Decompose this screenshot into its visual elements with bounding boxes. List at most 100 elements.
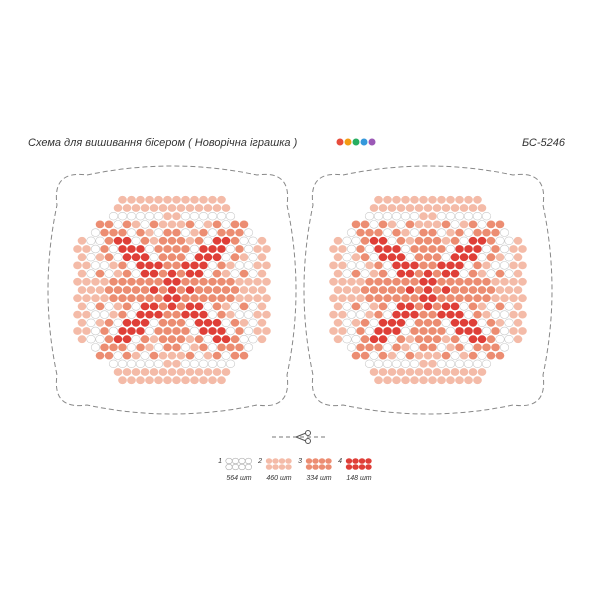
bead (387, 368, 397, 376)
bead (423, 335, 433, 344)
bead (243, 343, 254, 352)
bead (136, 261, 145, 270)
bead (212, 286, 222, 294)
bead (221, 220, 231, 229)
bead (208, 245, 217, 253)
bead (414, 286, 424, 294)
logo-dot (352, 138, 360, 146)
legend-bead (312, 458, 319, 464)
bead (351, 220, 361, 229)
bead (108, 326, 119, 336)
bead (212, 236, 222, 245)
bead (99, 310, 110, 319)
bead (410, 277, 419, 286)
bead (131, 236, 141, 246)
bead (473, 327, 482, 335)
bead (172, 261, 181, 270)
bead (482, 294, 491, 303)
bead (203, 253, 213, 262)
bead (225, 244, 236, 254)
bead (100, 343, 109, 352)
bead (382, 228, 393, 237)
bead (163, 212, 172, 221)
bead (185, 204, 195, 212)
bead (108, 244, 119, 254)
bead (122, 335, 132, 344)
bead (374, 310, 383, 319)
bead (410, 327, 419, 335)
scissors-line (272, 430, 328, 444)
bead (158, 253, 168, 262)
bead (108, 212, 119, 221)
bead (481, 359, 492, 368)
bead (77, 302, 87, 311)
bead (495, 318, 505, 327)
bead (194, 302, 204, 311)
bead (176, 269, 186, 278)
bead (509, 294, 518, 303)
bead (378, 335, 388, 344)
bead (109, 294, 118, 303)
bead (126, 343, 137, 352)
bead (419, 310, 428, 319)
bead (203, 302, 213, 311)
bead (226, 261, 235, 270)
bead (473, 376, 482, 385)
bead (207, 343, 218, 352)
bead (225, 326, 236, 336)
bead (212, 302, 222, 311)
bead (257, 335, 267, 344)
bead (104, 269, 114, 278)
bead (486, 302, 496, 311)
bead (513, 253, 523, 262)
bead (414, 335, 424, 344)
bead (136, 310, 145, 319)
bead (387, 318, 397, 327)
bead (477, 302, 487, 311)
bead (181, 195, 190, 204)
bead (145, 343, 154, 352)
bead (149, 368, 159, 376)
logo-dot (360, 138, 368, 146)
bead (387, 286, 397, 294)
bead (346, 326, 357, 336)
bead (181, 277, 190, 286)
legend-bead (352, 458, 359, 464)
legend-bead (225, 463, 233, 471)
bead (473, 310, 482, 319)
bead (342, 253, 352, 262)
bead (207, 310, 218, 319)
bead (401, 228, 410, 237)
bead (432, 253, 442, 262)
bead (450, 220, 460, 229)
bead (109, 228, 118, 237)
bead (104, 335, 114, 344)
bead (136, 245, 145, 253)
bead (230, 269, 240, 278)
bead (221, 236, 231, 245)
bead (504, 335, 514, 344)
bead (414, 368, 424, 376)
bead (414, 253, 424, 262)
bead (90, 244, 101, 254)
bead (248, 302, 258, 311)
bead (140, 204, 150, 212)
bead (207, 359, 218, 368)
bead (217, 294, 226, 303)
bead (117, 359, 128, 368)
bead (176, 286, 186, 294)
bead (113, 286, 123, 294)
bead (167, 335, 177, 344)
bead (518, 310, 527, 319)
bead (131, 253, 141, 262)
bead (221, 302, 231, 311)
bead (419, 212, 428, 221)
bead (405, 318, 415, 327)
bead (400, 359, 411, 368)
bead (248, 236, 258, 246)
bead (113, 236, 123, 245)
bead (472, 212, 483, 221)
bead (441, 318, 451, 327)
bead (95, 220, 105, 229)
bead (118, 261, 127, 270)
